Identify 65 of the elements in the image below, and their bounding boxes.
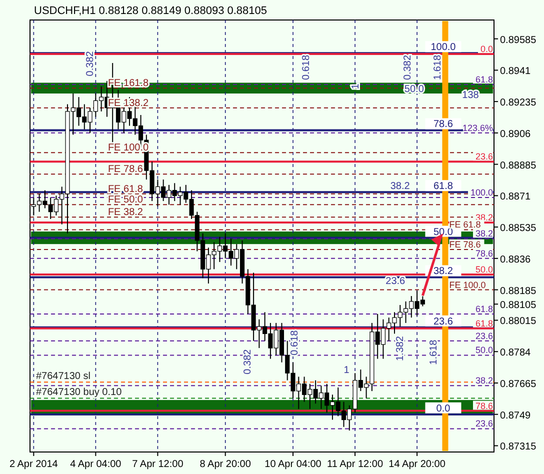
annotation: 1.618 [428, 339, 440, 365]
y-tick-label: 0.8871 [500, 192, 532, 203]
annotation: 78.6 [475, 400, 493, 411]
annotation: FE 38.2 [108, 207, 144, 218]
annotation: 50.0 [475, 264, 493, 275]
ref-line-label: #7647130 sl [36, 371, 90, 382]
annotation: FE 78.6 [108, 164, 144, 176]
y-tick-label: 0.88535 [500, 223, 537, 234]
x-tick-label: 7 Apr 12:00 [132, 459, 184, 470]
annotation: 38.2 [390, 181, 410, 192]
annotation: 78.6 [475, 248, 493, 258]
annotation: 50.0 [434, 226, 454, 238]
y-tick-label: 0.88015 [500, 316, 537, 328]
y-tick-label: 0.8906 [500, 128, 532, 140]
y-tick-label: 0.88185 [500, 286, 537, 297]
annotation: 23.6 [475, 330, 493, 341]
annotation: 61.8 [475, 304, 493, 314]
annotation: 1 [344, 365, 350, 376]
annotation: 1 [350, 83, 362, 90]
annotation: 1.618 [432, 54, 444, 80]
y-tick-label: 0.8836 [500, 254, 532, 266]
annotation: 50.0 [475, 345, 493, 356]
annotation: 38.2 [434, 266, 454, 278]
annotation: 123.6% [462, 122, 493, 133]
annotation: 78.6 [434, 119, 454, 130]
annotation: 38.2 [475, 228, 493, 239]
annotation: FE 78.6 [449, 239, 481, 250]
annotation: 0.618 [290, 330, 301, 356]
annotation: 61.8 [475, 74, 493, 85]
annotation: 0.0 [436, 403, 451, 414]
annotation: 50.0 [404, 84, 424, 96]
chart-title: USDCHF,H1 0.88128 0.88149 0.88093 0.88105 [34, 5, 268, 17]
annotation: 38.2 [475, 376, 493, 386]
annotation: 100.0 [430, 42, 456, 54]
x-tick-label: 14 Apr 20:00 [388, 459, 446, 470]
annotation: FE 100.0 [449, 280, 486, 290]
x-tick-label: 11 Apr 12:00 [327, 459, 384, 470]
annotation: 0.382 [84, 50, 96, 76]
y-tick-label: 0.89235 [500, 98, 537, 109]
annotation: 61.8 [475, 318, 493, 328]
x-tick-label: 10 Apr 04:00 [264, 459, 322, 470]
y-tick-label: 0.8784 [500, 348, 532, 359]
annotation: 61.8 [434, 181, 454, 192]
annotation: 23.6 [475, 152, 493, 162]
y-tick-label: 0.88885 [500, 160, 537, 172]
annotation: 0.382 [402, 54, 414, 80]
annotation: 0.0 [480, 44, 493, 54]
annotation: 23.6 [475, 418, 493, 429]
ref-line-label: #7647130 buy 0.10 [36, 387, 122, 398]
x-tick-label: 2 Apr 2014 [9, 459, 58, 470]
annotation: FE 50.0 [108, 194, 144, 206]
annotation: 23.6 [386, 276, 406, 287]
x-tick-label: 8 Apr 20:00 [200, 459, 252, 470]
y-tick-label: 0.8941 [500, 66, 532, 78]
y-tick-label: 0.87665 [500, 378, 537, 390]
y-tick-label: 0.8749 [500, 410, 532, 422]
y-tick-label: 0.87315 [500, 442, 537, 453]
y-tick-label: 0.89585 [500, 34, 537, 46]
annotation: 0.382 [242, 348, 254, 374]
annotation: 0.618 [300, 54, 312, 80]
x-tick-label: 4 Apr 04:00 [70, 459, 122, 470]
annotation: 100.0 [470, 187, 493, 198]
annotation: 23.6 [434, 316, 454, 328]
annotation: 1.382 [394, 336, 406, 362]
y-tick-label: 0.88105 [500, 300, 537, 312]
